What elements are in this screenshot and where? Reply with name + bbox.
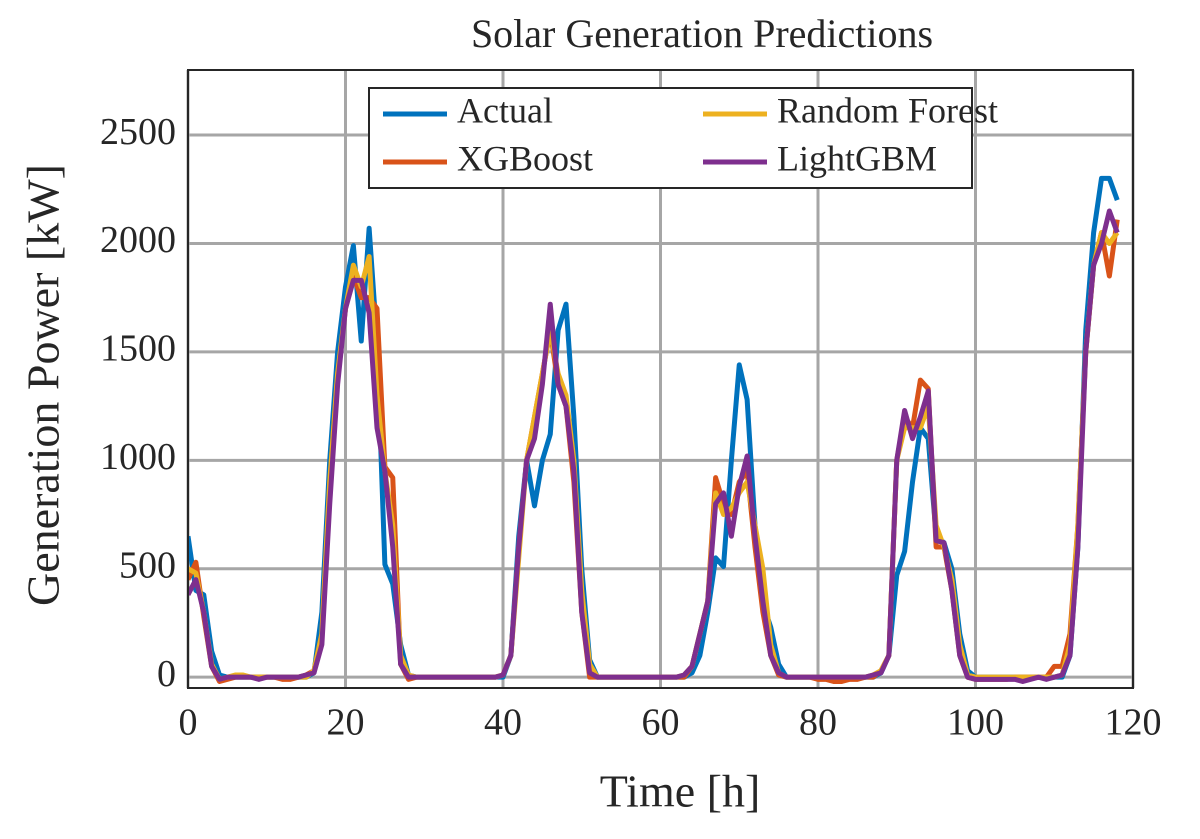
legend-label: LightGBM: [777, 138, 937, 178]
x-tick-label: 0: [179, 702, 198, 744]
legend-label: XGBoost: [457, 138, 593, 178]
y-tick-label: 2000: [100, 219, 176, 261]
y-tick-label: 2500: [100, 111, 176, 153]
x-tick-label: 60: [642, 702, 680, 744]
chart-title: Solar Generation Predictions: [471, 11, 933, 56]
x-tick-label: 100: [947, 702, 1004, 744]
legend-label: Actual: [457, 90, 553, 130]
legend-label: Random Forest: [777, 90, 998, 130]
plot-frame: [187, 69, 1134, 689]
x-tick-label: 20: [327, 702, 365, 744]
y-tick-label: 1500: [100, 328, 176, 370]
legend-box: [368, 87, 973, 189]
series-line: [188, 208, 1120, 684]
y-tick-label: 500: [119, 544, 176, 586]
x-axis-label: Time [h]: [600, 766, 761, 817]
y-tick-label: 0: [157, 653, 176, 695]
x-tick-label: 120: [1105, 702, 1162, 744]
y-tick-label: 1000: [100, 436, 176, 478]
x-tick-label: 80: [799, 702, 837, 744]
x-tick-label: 40: [484, 702, 522, 744]
y-axis-label: Generation Power [kW]: [18, 164, 69, 606]
